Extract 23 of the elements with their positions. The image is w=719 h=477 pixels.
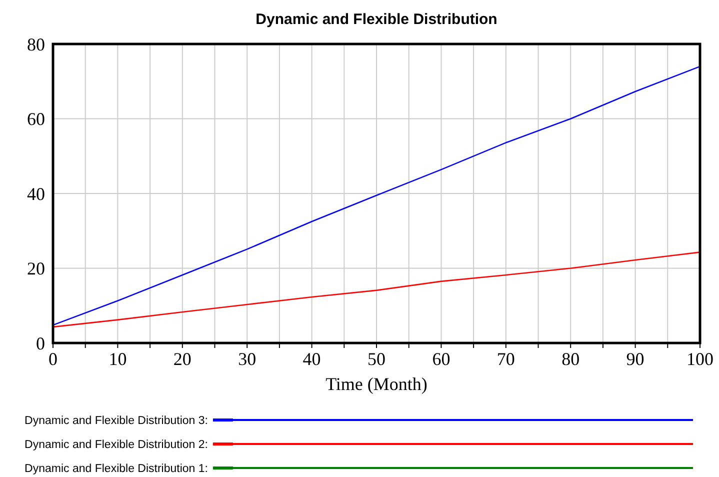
x-tick-label: 0 [48, 349, 58, 369]
y-tick-label: 40 [27, 184, 45, 204]
x-tick-label: 90 [626, 349, 644, 369]
x-tick-label: 20 [173, 349, 192, 369]
chart-title: Dynamic and Flexible Distribution [256, 11, 498, 28]
line-series [52, 66, 701, 326]
x-tick-label: 40 [302, 349, 321, 369]
legend-label: Dynamic and Flexible Distribution 3: [24, 415, 208, 428]
x-tick-label: 50 [368, 349, 386, 369]
y-tick-label: 20 [27, 258, 45, 279]
y-tick-label: 0 [36, 333, 45, 354]
legend-label: Dynamic and Flexible Distribution 2: [24, 439, 208, 452]
line-series [52, 252, 701, 328]
legend-label: Dynamic and Flexible Distribution 1: [24, 463, 208, 476]
x-tick-label: 80 [562, 349, 580, 369]
x-tick-label: 30 [238, 349, 256, 369]
x-tick-label: 60 [432, 349, 450, 369]
x-tick-label: 100 [686, 349, 714, 369]
y-tick-label: 60 [27, 109, 45, 130]
y-tick-label: 80 [27, 34, 45, 54]
x-tick-label: 10 [108, 349, 127, 369]
x-tick-label: 70 [496, 349, 515, 369]
x-axis-title: Time (Month) [326, 374, 428, 394]
